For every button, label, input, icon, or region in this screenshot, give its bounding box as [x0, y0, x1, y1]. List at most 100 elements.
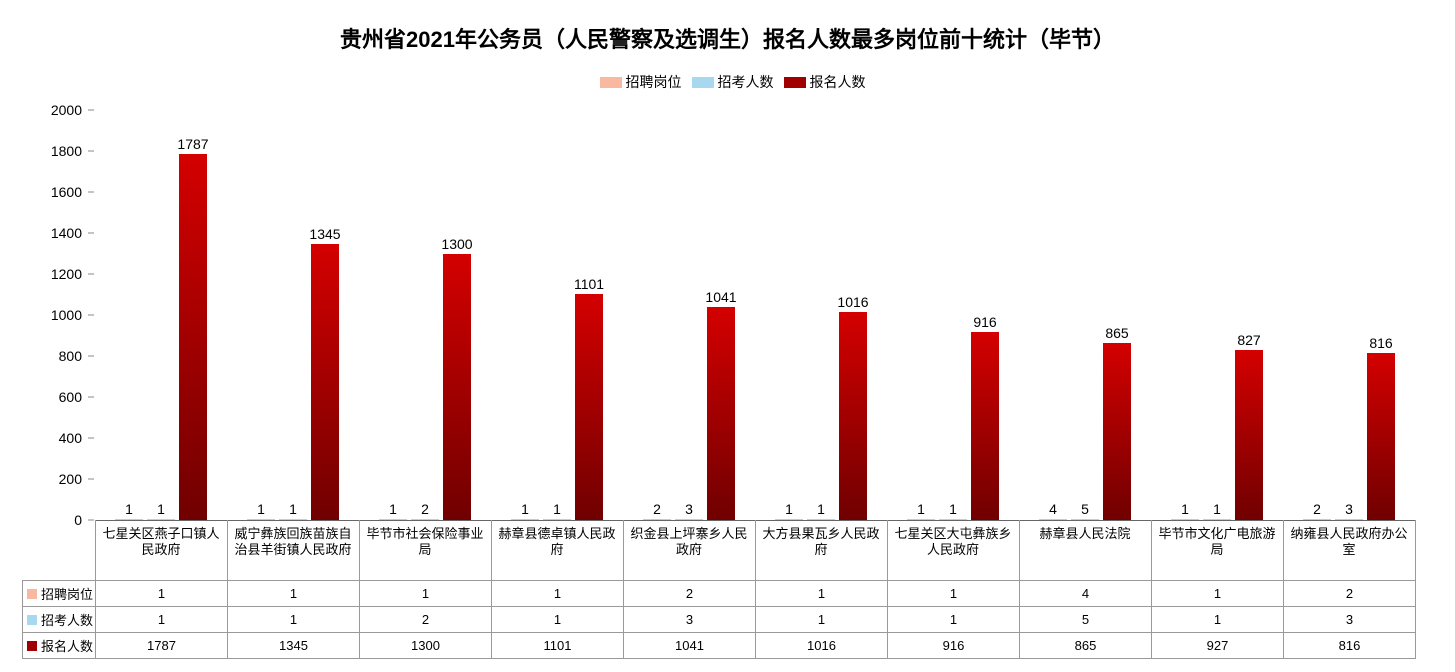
- y-axis: 0200400600800100012001400160018002000: [0, 110, 90, 520]
- legend-label: 招考人数: [718, 74, 774, 90]
- bar-value-label: 1041: [705, 289, 736, 305]
- table-cell: 2: [360, 607, 492, 633]
- bar-value-label: 1: [289, 501, 297, 517]
- bar-value-label: 1: [257, 501, 265, 517]
- legend-swatch: [600, 77, 622, 88]
- y-tick-label: 1200: [51, 266, 82, 282]
- table-row: 招考人数1121311513: [23, 607, 1416, 633]
- x-tick-label: 赫章县人民法院: [1025, 526, 1145, 542]
- table-row-header: 招考人数: [23, 607, 96, 633]
- x-tick-label: 威宁彝族回族苗族自治县羊街镇人民政府: [233, 526, 353, 559]
- bar-value-label: 1: [125, 501, 133, 517]
- bar-value-label: 1: [817, 501, 825, 517]
- bar-group: 45865: [1019, 110, 1151, 520]
- plot-area: 1117871113451213001111012310411110161191…: [95, 110, 1415, 520]
- table-row: 报名人数178713451300110110411016916865927816: [23, 633, 1416, 659]
- bar-group: 1 2 1300: [359, 110, 491, 520]
- bar-group: 1 1 1016: [755, 110, 887, 520]
- bar-value-label: 1: [1181, 501, 1189, 517]
- bar-value-label: 1101: [574, 276, 604, 292]
- bar: [179, 154, 207, 520]
- bar-group: 231041: [623, 110, 755, 520]
- y-tick-label: 400: [59, 430, 82, 446]
- bar-value-label: 2: [653, 501, 661, 517]
- y-tick-label: 1400: [51, 225, 82, 241]
- legend-label: 招聘岗位: [626, 74, 682, 90]
- bar-value-label: 1016: [837, 294, 868, 310]
- bar-value-label: 1: [1213, 501, 1221, 517]
- bar-value-label: 1: [553, 501, 561, 517]
- bar: [839, 312, 867, 520]
- bar-value-label: 916: [973, 314, 996, 330]
- bar-value-label: 1: [521, 501, 529, 517]
- table-cell: 1016: [756, 633, 888, 659]
- table-cell: 1: [360, 581, 492, 607]
- table-cell: 1: [228, 607, 360, 633]
- y-tick-label: 1000: [51, 307, 82, 323]
- table-cell: 3: [624, 607, 756, 633]
- table-cell: 1: [888, 607, 1020, 633]
- bar-group: 1 1 916: [887, 110, 1019, 520]
- bar: [971, 332, 999, 520]
- table-cell: 1041: [624, 633, 756, 659]
- bar: [575, 294, 603, 520]
- table-cell: 5: [1020, 607, 1152, 633]
- table-cell: 1: [888, 581, 1020, 607]
- table-cell: 1345: [228, 633, 360, 659]
- table-cell: 1: [756, 581, 888, 607]
- bar-value-label: 1: [917, 501, 925, 517]
- table-cell: 927: [1152, 633, 1284, 659]
- bar-group: 1 1 1101: [491, 110, 623, 520]
- table-cell: 1: [1152, 581, 1284, 607]
- x-tick-label: 大方县果瓦乡人民政府: [761, 526, 881, 559]
- y-tick-label: 200: [59, 471, 82, 487]
- bar-value-label: 1: [949, 501, 957, 517]
- table-cell: 1: [756, 607, 888, 633]
- x-tick-label: 七星关区燕子口镇人民政府: [101, 526, 221, 559]
- bar: [311, 244, 339, 520]
- table-cell: 2: [1284, 581, 1416, 607]
- table-cell: 1: [96, 607, 228, 633]
- bar-value-label: 2: [421, 501, 429, 517]
- bar-value-label: 1: [785, 501, 793, 517]
- x-tick-label: 毕节市社会保险事业局: [365, 526, 485, 559]
- y-tick-label: 800: [59, 348, 82, 364]
- table-cell: 1: [492, 581, 624, 607]
- y-tick-label: 600: [59, 389, 82, 405]
- y-tick-label: 1600: [51, 184, 82, 200]
- bar-value-label: 827: [1237, 332, 1260, 348]
- table-cell: 1300: [360, 633, 492, 659]
- table-cell: 865: [1020, 633, 1152, 659]
- bar-value-label: 865: [1105, 325, 1128, 341]
- table-cell: 3: [1284, 607, 1416, 633]
- bar-value-label: 2: [1313, 501, 1321, 517]
- bar-value-label: 4: [1049, 501, 1057, 517]
- bar: [1235, 350, 1263, 520]
- bar: [1367, 353, 1395, 520]
- bar-value-label: 1: [389, 501, 397, 517]
- y-tick-label: 2000: [51, 102, 82, 118]
- table-row-header: 招聘岗位: [23, 581, 96, 607]
- x-tick-label: 毕节市文化广电旅游局: [1157, 526, 1277, 559]
- data-table: 招聘岗位1111211412招考人数1121311513报名人数17871345…: [22, 580, 1416, 659]
- legend-label: 报名人数: [810, 74, 866, 90]
- legend-swatch: [784, 77, 806, 88]
- bar-value-label: 1345: [309, 226, 340, 242]
- legend-swatch: [692, 77, 714, 88]
- table-cell: 1: [1152, 607, 1284, 633]
- chart-title: 贵州省2021年公务员（人民警察及选调生）报名人数最多岗位前十统计（毕节）: [0, 0, 1455, 54]
- bar-group: 23816: [1283, 110, 1415, 520]
- table-cell: 1: [228, 581, 360, 607]
- bar-group: 1 1 1345: [227, 110, 359, 520]
- table-cell: 4: [1020, 581, 1152, 607]
- y-tick-label: 0: [74, 512, 82, 528]
- table-cell: 816: [1284, 633, 1416, 659]
- x-tick-label: 织金县上坪寨乡人民政府: [629, 526, 749, 559]
- table-row: 招聘岗位1111211412: [23, 581, 1416, 607]
- bar-value-label: 3: [1345, 501, 1353, 517]
- bar-value-label: 1300: [441, 236, 472, 252]
- x-tick-label: 赫章县德卓镇人民政府: [497, 526, 617, 559]
- table-cell: 1: [492, 607, 624, 633]
- bar: [443, 254, 471, 521]
- chart-container: 贵州省2021年公务员（人民警察及选调生）报名人数最多岗位前十统计（毕节） 招聘…: [0, 0, 1455, 672]
